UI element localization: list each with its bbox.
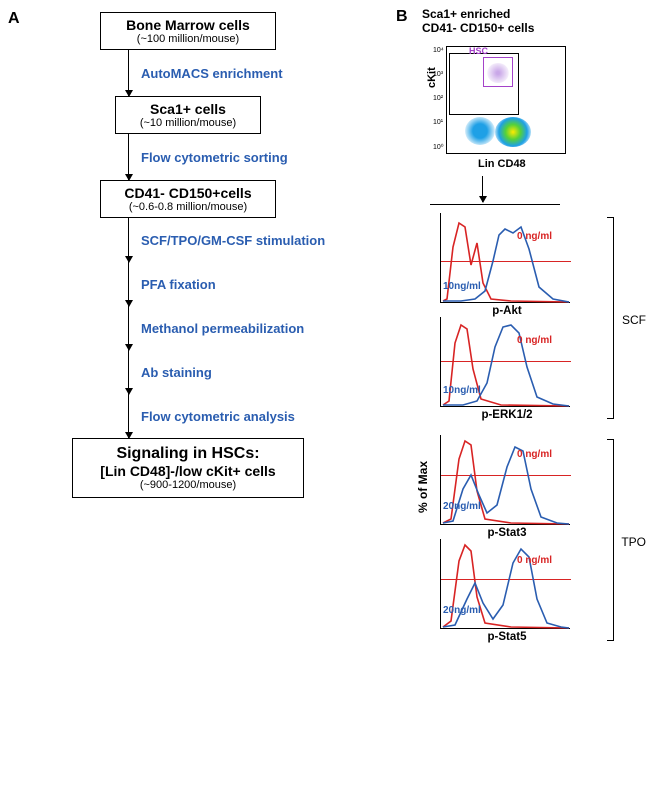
step-4: Methanol permeabilization xyxy=(129,321,304,336)
hist-label: p-Stat3 xyxy=(432,527,582,539)
population-2 xyxy=(495,117,531,147)
ytick: 10³ xyxy=(433,71,443,78)
ytick: 10¹ xyxy=(433,119,443,126)
arrow-3 xyxy=(128,262,129,306)
flow-box-2-sub: (~0.6-0.8 million/mouse) xyxy=(109,201,267,213)
flow-box-0: Bone Marrow cells (~100 million/mouse) xyxy=(18,12,358,50)
dose-red: 0 ng/ml xyxy=(517,231,552,242)
step-3: PFA fixation xyxy=(129,277,216,292)
dose-red: 0 ng/ml xyxy=(517,555,552,566)
dose-blue: 20ng/ml xyxy=(443,501,481,512)
arrow-2 xyxy=(128,218,129,262)
panel-b-header-1: Sca1+ enriched xyxy=(422,8,640,22)
hist-label: p-Akt xyxy=(432,305,582,317)
arrow-down-b xyxy=(482,176,483,202)
flowchart: Bone Marrow cells (~100 million/mouse) A… xyxy=(18,12,358,498)
panel-b: Sca1+ enriched CD41- CD150+ cells cKit L… xyxy=(400,8,640,657)
final-line2: [Lin CD48]-/low cKit+ cells xyxy=(81,463,295,479)
flow-box-1: Sca1+ cells (~10 million/mouse) xyxy=(18,96,358,134)
bracket xyxy=(607,217,614,419)
arrow-0 xyxy=(128,50,129,96)
panel-b-header-2: CD41- CD150+ cells xyxy=(422,22,640,36)
histogram-p-akt: 0 ng/ml 10ng/ml xyxy=(440,213,570,303)
dose-red: 0 ng/ml xyxy=(517,449,552,460)
hsc-label: HSC xyxy=(469,46,488,56)
final-title: Signaling in HSCs: xyxy=(81,445,295,463)
hsc-population xyxy=(487,63,509,83)
flow-box-2-title: CD41- CD150+cells xyxy=(109,185,267,201)
population-1 xyxy=(465,117,495,145)
arrow-1 xyxy=(128,134,129,180)
histogram-p-stat3: 0 ng/ml 20ng/ml xyxy=(440,435,570,525)
dose-red: 0 ng/ml xyxy=(517,335,552,346)
dose-blue: 20ng/ml xyxy=(443,605,481,616)
stim-label: TPO xyxy=(621,535,646,549)
hist-group-scf: 0 ng/ml 10ng/ml p-Akt 0 ng/ml 10ng/ml p-ERK1/… xyxy=(422,213,640,421)
final-sub: (~900-1200/mouse) xyxy=(81,479,295,491)
arrow-6 xyxy=(128,394,129,438)
arrow-5 xyxy=(128,350,129,394)
arrow-4 xyxy=(128,306,129,350)
hist-label: p-Stat5 xyxy=(432,631,582,643)
scatter-xlabel: Lin CD48 xyxy=(478,158,526,170)
hist-label: p-ERK1/2 xyxy=(432,409,582,421)
flow-box-0-sub: (~100 million/mouse) xyxy=(109,33,267,45)
step-1: Flow cytometric sorting xyxy=(129,150,288,165)
ytick: 10² xyxy=(433,95,443,102)
histogram-p-erk1/2: 0 ng/ml 10ng/ml xyxy=(440,317,570,407)
step-0: AutoMACS enrichment xyxy=(129,66,283,81)
dose-blue: 10ng/ml xyxy=(443,281,481,292)
stim-label: SCF xyxy=(622,313,646,327)
flow-box-1-title: Sca1+ cells xyxy=(124,101,252,117)
ytick: 10⁴ xyxy=(433,47,444,54)
step-2: SCF/TPO/GM-CSF stimulation xyxy=(129,233,325,248)
flow-box-0-title: Bone Marrow cells xyxy=(109,17,267,33)
flow-box-2: CD41- CD150+cells (~0.6-0.8 million/mous… xyxy=(18,180,358,218)
step-6: Flow cytometric analysis xyxy=(129,409,295,424)
dose-blue: 10ng/ml xyxy=(443,385,481,396)
bracket xyxy=(607,439,614,641)
step-5: Ab staining xyxy=(129,365,212,380)
flow-box-final: Signaling in HSCs: [Lin CD48]-/low cKit+… xyxy=(18,438,358,498)
ytick: 10⁰ xyxy=(433,143,444,151)
flow-box-1-sub: (~10 million/mouse) xyxy=(124,117,252,129)
divider xyxy=(430,204,560,205)
histograms: % of Max 0 ng/ml10ng/mlp-Akt0 ng/ml10ng/… xyxy=(422,213,640,643)
histogram-p-stat5: 0 ng/ml 20ng/ml xyxy=(440,539,570,629)
scatter-plot: cKit Lin CD48 HSC 10⁰ 10¹ 10² 10³ 10⁴ xyxy=(428,42,578,172)
hist-group-tpo: 0 ng/ml 20ng/ml p-Stat3 0 ng/ml 20ng/ml p-Sta… xyxy=(422,435,640,643)
